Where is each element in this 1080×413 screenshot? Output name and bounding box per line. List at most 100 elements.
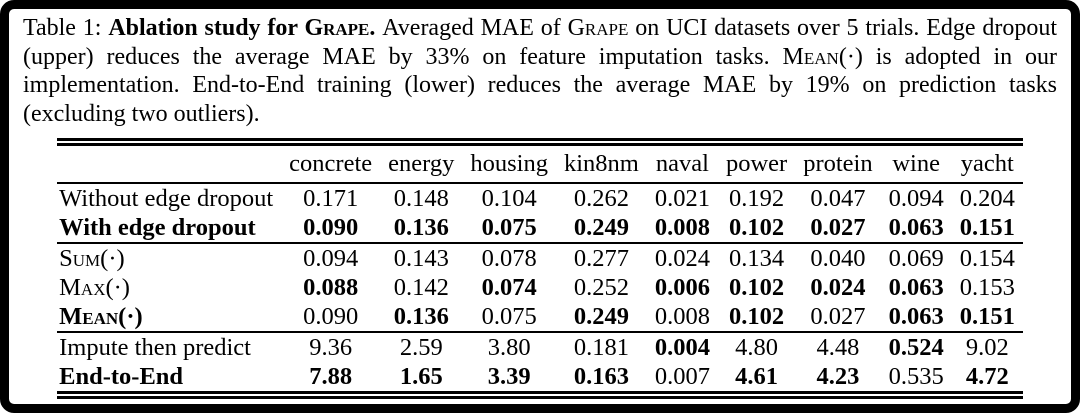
value-cell: 0.143 — [393, 245, 449, 272]
value-cell: 9.02 — [965, 334, 1009, 361]
value-cell: 0.252 — [573, 274, 629, 301]
value-cell: 0.102 — [729, 303, 785, 330]
column-header: concrete — [289, 150, 373, 177]
value-cell: 0.136 — [393, 303, 449, 330]
value-cell: 0.024 — [654, 245, 710, 272]
value-cell: 0.154 — [959, 245, 1015, 272]
value-cell: 0.063 — [888, 214, 944, 241]
value-cell: 0.074 — [481, 274, 537, 301]
caption-method-name-2: Grape — [567, 15, 629, 41]
table-caption: Table 1: Ablation study for Grape. Avera… — [23, 14, 1057, 128]
value-cell: 4.80 — [735, 334, 778, 361]
value-cell: 4.61 — [735, 363, 778, 390]
column-header: wine — [892, 150, 940, 177]
results-table: concrete energy housing kin8nm naval power pro… — [57, 138, 1023, 399]
row-label: Impute then predict — [59, 334, 251, 361]
value-cell: 0.090 — [303, 214, 359, 241]
caption-body-3: (·) is adopted in our implementation. En… — [23, 43, 1057, 127]
value-cell: 0.151 — [959, 303, 1015, 330]
row-label: Max(·) — [59, 274, 130, 301]
value-cell: 0.104 — [481, 185, 537, 212]
value-cell: 3.39 — [487, 363, 531, 390]
value-cell: 0.088 — [303, 274, 359, 301]
value-cell: 0.004 — [654, 334, 710, 361]
value-cell: 0.204 — [959, 185, 1015, 212]
table-row: Max(·) 0.088 0.142 0.074 0.252 0.006 0.102 0.02… — [57, 273, 1023, 302]
value-cell: 0.008 — [654, 214, 710, 241]
value-cell: 0.008 — [654, 303, 710, 330]
table-header-row: concrete energy housing kin8nm naval power pro… — [57, 142, 1023, 183]
value-cell: 0.007 — [654, 363, 710, 390]
value-cell: 0.075 — [481, 214, 537, 241]
row-label: End-to-End — [59, 363, 184, 390]
value-cell: 0.181 — [573, 334, 629, 361]
table-row: End-to-End 7.88 1.65 3.39 0.163 0.007 4.61 4.23… — [57, 362, 1023, 395]
table-head: concrete energy housing kin8nm naval power pro… — [57, 142, 1023, 183]
value-cell: 3.80 — [487, 334, 531, 361]
value-cell: 0.094 — [888, 185, 944, 212]
value-cell: 0.148 — [393, 185, 449, 212]
caption-body-1: Averaged MAE of — [382, 15, 568, 41]
row-label: With edge dropout — [59, 214, 256, 241]
row-label: Mean(·) — [59, 303, 143, 330]
value-cell: 0.192 — [729, 185, 785, 212]
value-cell: 0.136 — [393, 214, 449, 241]
value-cell: 0.006 — [654, 274, 710, 301]
column-header: protein — [803, 150, 873, 177]
caption-title: Ablation study for — [108, 15, 305, 41]
value-cell: 0.090 — [303, 303, 359, 330]
corner-cell — [57, 142, 281, 183]
value-cell: 4.23 — [816, 363, 860, 390]
value-cell: 0.524 — [888, 334, 944, 361]
value-cell: 2.59 — [399, 334, 443, 361]
value-cell: 0.134 — [729, 245, 785, 272]
column-header: yacht — [960, 150, 1014, 177]
value-cell: 0.063 — [888, 303, 944, 330]
value-cell: 0.102 — [729, 274, 785, 301]
table-row: With edge dropout 0.090 0.136 0.075 0.249 0.0… — [57, 213, 1023, 243]
value-cell: 0.075 — [481, 303, 537, 330]
value-cell: 0.047 — [810, 185, 866, 212]
value-cell: 0.249 — [573, 303, 629, 330]
value-cell: 0.171 — [303, 185, 359, 212]
value-cell: 0.024 — [810, 274, 866, 301]
value-cell: 0.277 — [573, 245, 629, 272]
value-cell: 0.027 — [810, 303, 866, 330]
value-cell: 7.88 — [309, 363, 353, 390]
column-header: power — [725, 150, 788, 177]
caption-title-period: . — [369, 15, 383, 41]
caption-body-2: on UCI datasets over 5 trials. Edge drop… — [23, 15, 1058, 70]
table-row: Mean(·) 0.090 0.136 0.075 0.249 0.008 0.102 0.0… — [57, 302, 1023, 332]
value-cell: 4.72 — [965, 363, 1009, 390]
column-header: housing — [470, 150, 548, 177]
table-row: Without edge dropout 0.171 0.148 0.104 0.262… — [57, 183, 1023, 213]
table-section: Impute then predict 9.36 2.59 3.80 0.181 0.00… — [57, 332, 1023, 395]
value-cell: 0.249 — [573, 214, 629, 241]
value-cell: 0.102 — [729, 214, 785, 241]
table-row: Sum(·) 0.094 0.143 0.078 0.277 0.024 0.134 0.04… — [57, 243, 1023, 273]
column-header: energy — [388, 150, 455, 177]
value-cell: 0.262 — [573, 185, 629, 212]
value-cell: 0.021 — [654, 185, 710, 212]
value-cell: 0.535 — [888, 363, 944, 390]
table-section: Without edge dropout 0.171 0.148 0.104 0.262… — [57, 183, 1023, 243]
value-cell: 0.151 — [959, 214, 1015, 241]
value-cell: 9.36 — [309, 334, 353, 361]
caption-table-number: Table 1: — [23, 15, 109, 41]
row-label: Sum(·) — [59, 245, 125, 272]
value-cell: 0.163 — [573, 363, 629, 390]
column-header: naval — [655, 150, 709, 177]
table-row: Impute then predict 9.36 2.59 3.80 0.181 0.00… — [57, 332, 1023, 362]
caption-method-name: Grape — [304, 15, 370, 41]
column-header: kin8nm — [563, 150, 639, 177]
value-cell: 0.094 — [303, 245, 359, 272]
value-cell: 4.48 — [816, 334, 860, 361]
value-cell: 0.027 — [810, 214, 866, 241]
value-cell: 0.063 — [888, 274, 944, 301]
table-section: Sum(·) 0.094 0.143 0.078 0.277 0.024 0.134 0.04… — [57, 243, 1023, 332]
value-cell: 0.069 — [888, 245, 944, 272]
row-label: Without edge dropout — [59, 185, 274, 212]
value-cell: 0.040 — [810, 245, 866, 272]
value-cell: 0.142 — [393, 274, 449, 301]
